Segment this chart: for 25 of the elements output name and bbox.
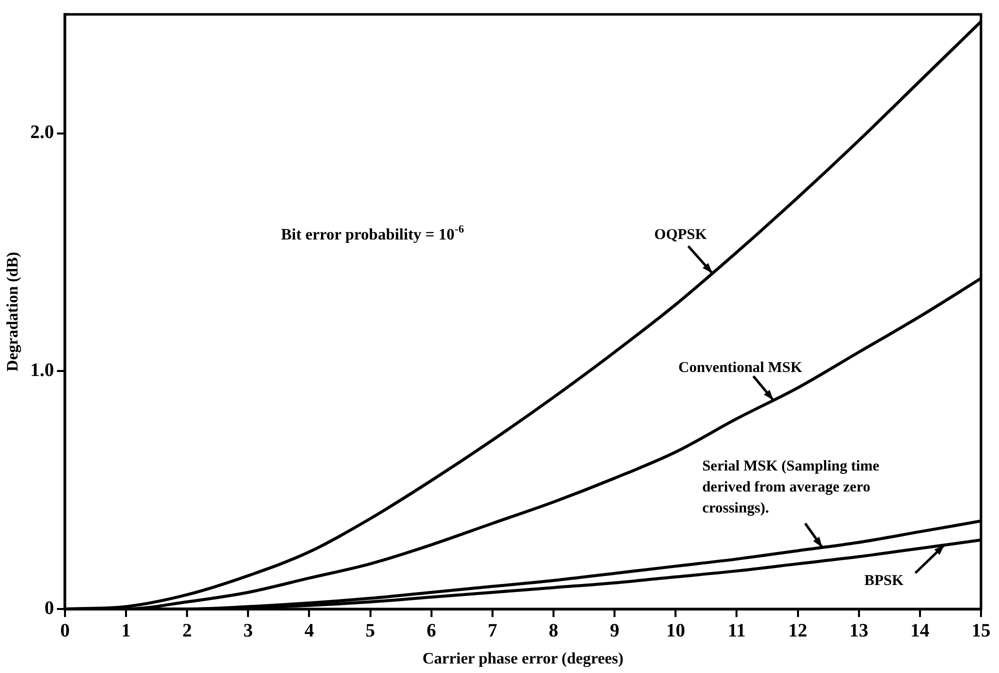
series-label: BPSK — [864, 573, 904, 590]
x-tick-label: 11 — [728, 620, 746, 642]
x-tick-label: 6 — [426, 620, 436, 642]
x-tick-label: 12 — [788, 620, 808, 642]
series-label: Conventional MSK — [678, 360, 802, 376]
x-tick-label: 7 — [488, 620, 498, 642]
x-tick-label: 4 — [304, 620, 314, 642]
x-tick-label: 1 — [121, 620, 131, 642]
x-tick-label: 13 — [849, 620, 868, 642]
y-tick-label: 1.0 — [30, 360, 54, 382]
series-label: Serial MSK (Sampling time derived from average zero crossings). — [702, 458, 880, 516]
series-label: OQPSK — [654, 227, 708, 244]
x-tick-label: 10 — [666, 620, 686, 642]
x-tick-label: 5 — [366, 620, 376, 642]
y-axis-title: Degradation (dB) — [4, 252, 22, 372]
y-tick-label: 0 — [44, 598, 54, 619]
y-tick-label: 2.0 — [30, 122, 54, 144]
x-axis-title: Carrier phase error (degrees) — [422, 650, 624, 668]
x-tick-label: 2 — [182, 620, 192, 642]
x-tick-label: 8 — [548, 620, 558, 642]
x-tick-label: 0 — [60, 620, 70, 642]
x-tick-label: 3 — [243, 620, 253, 642]
x-tick-label: 14 — [910, 620, 930, 642]
x-tick-label: 15 — [972, 620, 990, 642]
x-tick-label: 9 — [610, 620, 620, 642]
